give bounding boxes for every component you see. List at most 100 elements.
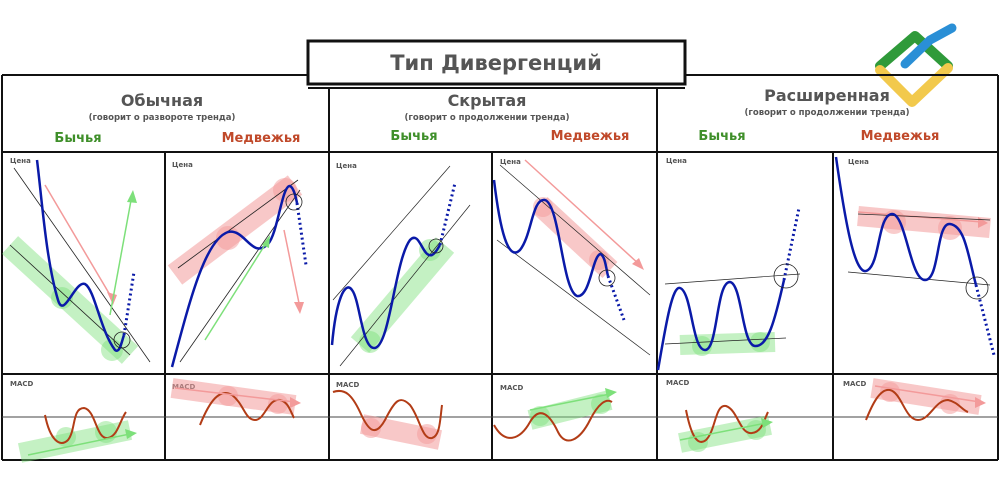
- divergence-circle: [965, 276, 989, 300]
- trend-band: [678, 415, 772, 453]
- bull-label: Бычья: [698, 129, 745, 144]
- high-marker: [530, 406, 550, 426]
- title-box: [306, 39, 687, 86]
- trend-line: [496, 239, 651, 356]
- low-marker: [359, 331, 381, 353]
- forecast-dotted: [606, 275, 626, 321]
- bear-label: Медвежья: [222, 131, 301, 146]
- group-title: Расширенная: [764, 86, 890, 105]
- price-label: Цена: [848, 158, 869, 166]
- high-marker: [938, 216, 962, 240]
- group-extended: Расширенная (говорит о продолжении тренд…: [698, 86, 939, 144]
- macd-label: MACD: [843, 380, 867, 388]
- regular-bullish-macd: [17, 406, 137, 463]
- forecast-dotted: [295, 202, 308, 266]
- macd-curve: [685, 405, 769, 443]
- arrow-right: [529, 393, 611, 411]
- trend-line: [499, 164, 651, 296]
- arrow-up: [204, 239, 269, 341]
- arrow-down: [283, 229, 301, 309]
- regular-bearish-macd: [170, 378, 301, 426]
- hidden-bearish-macd: [493, 388, 617, 442]
- group-subtitle: (говорит о продолжении тренда): [405, 113, 570, 123]
- panel-labels: Цена Цена Цена Цена Цена Цена MACD MACD …: [10, 157, 869, 392]
- price-curve: [35, 159, 126, 352]
- trend-band: [857, 206, 991, 238]
- macd-label: MACD: [336, 381, 360, 389]
- macd-curve: [44, 406, 127, 444]
- bull-label: Бычья: [390, 129, 437, 144]
- trend-line: [332, 165, 451, 301]
- arrowhead: [632, 258, 644, 270]
- regular-bearish-price: [167, 175, 308, 368]
- price-label: Цена: [172, 161, 193, 169]
- arrowhead: [761, 418, 773, 428]
- forecast-dotted: [438, 182, 457, 246]
- high-marker: [940, 394, 960, 414]
- price-curve: [492, 179, 610, 298]
- trend-line: [664, 273, 801, 285]
- forecast-dotted: [782, 207, 801, 281]
- arrow-right: [874, 385, 981, 403]
- extended-bullish-macd: [678, 405, 773, 453]
- arrow-right: [679, 422, 767, 441]
- group-subtitle: (говорит о продолжении тренда): [745, 108, 910, 118]
- price-label: Цена: [500, 158, 521, 166]
- arrowhead: [107, 292, 117, 305]
- price-curve: [170, 184, 299, 368]
- extended-bearish-macd: [865, 378, 986, 422]
- low-marker: [746, 420, 766, 440]
- forecast-dotted: [122, 271, 136, 336]
- page-title: Тип Дивергенций: [390, 51, 602, 75]
- forecast-dotted: [974, 284, 996, 356]
- arrowhead: [975, 397, 986, 408]
- bull-label: Бычья: [54, 131, 101, 146]
- price-curve: [656, 279, 786, 371]
- arrow-up: [109, 194, 133, 316]
- trend-line: [847, 271, 991, 286]
- arrowhead: [125, 429, 137, 439]
- extended-bearish-price: [834, 156, 996, 356]
- group-subtitle: (говорит о развороте тренда): [89, 113, 236, 123]
- trend-line: [857, 213, 991, 221]
- arrow-right: [27, 433, 131, 456]
- bear-label: Медвежья: [551, 129, 630, 144]
- arrow-down: [524, 159, 641, 266]
- arrowhead: [262, 235, 270, 248]
- price-label: Цена: [336, 162, 357, 170]
- price-curve: [330, 236, 442, 350]
- arrow-right: [174, 387, 296, 403]
- trend-line: [179, 189, 301, 363]
- trend-band: [527, 390, 613, 430]
- macd-label: MACD: [500, 384, 524, 392]
- bear-label: Медвежья: [861, 129, 940, 144]
- brand-logo: [875, 23, 957, 107]
- high-marker: [218, 386, 238, 406]
- price-label: Цена: [666, 157, 687, 165]
- divergence-circle: [285, 193, 303, 211]
- macd-curve: [493, 399, 613, 442]
- group-hidden: Скрытая (говорит о продолжении тренда) Б…: [390, 91, 629, 144]
- group-title: Скрытая: [448, 91, 527, 110]
- arrowhead: [127, 190, 137, 203]
- hidden-bullish-macd: [332, 390, 443, 450]
- divergence-circle: [113, 331, 131, 349]
- divergence-circle: [428, 238, 444, 254]
- macd-curve: [332, 390, 443, 440]
- hidden-bullish-price: [330, 165, 471, 367]
- macd-label: MACD: [666, 379, 690, 387]
- arrow-down: [44, 184, 114, 301]
- trend-line: [339, 204, 471, 367]
- macd-label: MACD: [10, 380, 34, 388]
- divergence-circle: [598, 269, 616, 287]
- trend-band: [679, 332, 776, 355]
- divergence-circle: [773, 263, 799, 289]
- grid-frame: [1, 74, 999, 461]
- group-regular: Обычная (говорит о развороте тренда) Быч…: [54, 91, 300, 146]
- arrowhead: [605, 388, 617, 398]
- trend-line: [177, 179, 299, 269]
- price-label: Цена: [10, 157, 31, 165]
- trend-band: [350, 237, 455, 353]
- group-title: Обычная: [121, 91, 203, 110]
